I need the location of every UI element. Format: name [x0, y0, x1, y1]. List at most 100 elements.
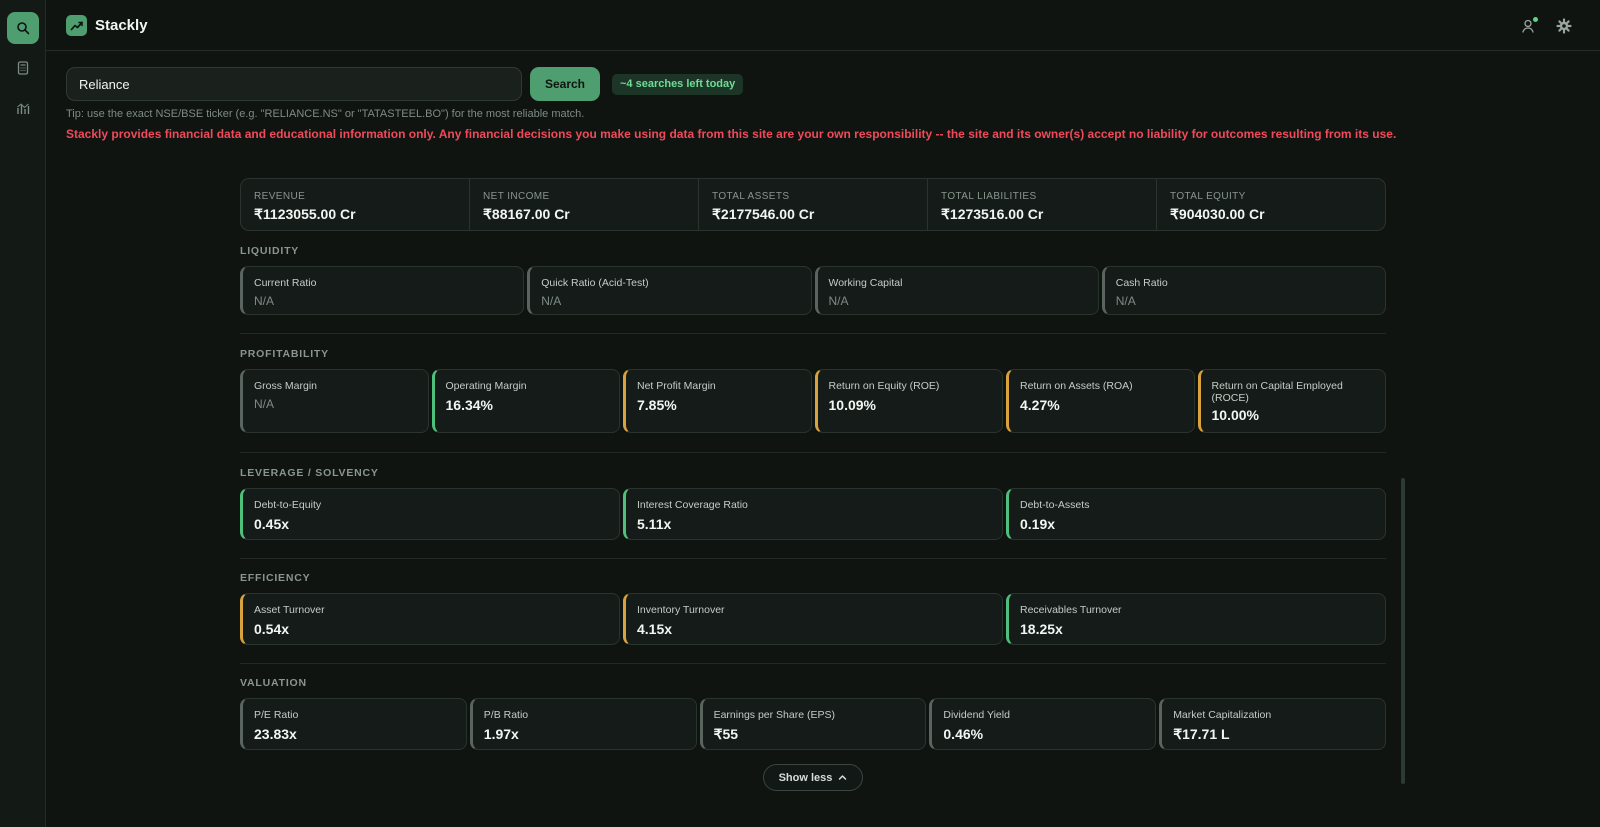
show-less-label: Show less: [778, 771, 833, 784]
summary-total-equity: Total Equity ₹904030.00 Cr: [1157, 179, 1385, 230]
summary-label: Total Equity: [1170, 191, 1246, 202]
metric-card-debt-to-equity: Debt-to-Equity 0.45x: [240, 488, 620, 540]
metric-value: 4.15x: [637, 621, 673, 637]
summary-label: Revenue: [254, 191, 306, 202]
metric-label: Return on Assets (ROA): [1020, 380, 1133, 392]
metric-value: 10.00%: [1211, 407, 1259, 423]
metric-label: Cash Ratio: [1115, 277, 1168, 289]
profitability-cards: Gross Margin N/A Operating Margin 16.34%…: [240, 369, 1386, 433]
section-title-efficiency: Efficiency: [240, 572, 311, 584]
metric-value: 0.45x: [254, 516, 290, 532]
metric-value: N/A: [1115, 294, 1136, 308]
metric-card-receivables-turnover: Receivables Turnover 18.25x: [1006, 593, 1386, 645]
settings-button[interactable]: [1554, 16, 1574, 36]
bar-chart-icon: [17, 103, 30, 114]
user-button[interactable]: [1519, 16, 1539, 36]
search-button[interactable]: Search: [530, 67, 600, 101]
metric-value: 1.97x: [483, 726, 519, 742]
metric-card-working-capital: Working Capital N/A: [814, 266, 1099, 315]
metric-value: N/A: [828, 294, 849, 308]
metric-card-inventory-turnover: Inventory Turnover 4.15x: [623, 593, 1003, 645]
metric-value: 0.46%: [943, 726, 984, 742]
metric-card-roa: Return on Assets (ROA) 4.27%: [1006, 369, 1195, 433]
metric-label: Operating Margin: [445, 380, 527, 392]
metric-value: 18.25x: [1020, 621, 1063, 637]
metric-value: 7.85%: [637, 397, 677, 413]
leverage-cards: Debt-to-Equity 0.45x Interest Coverage R…: [240, 488, 1386, 540]
metric-label: Return on Equity (ROE): [828, 380, 940, 392]
sidebar-item-calculator[interactable]: [7, 52, 39, 84]
search-quota-badge: ~4 searches left today: [612, 74, 744, 95]
scrollbar[interactable]: [1401, 478, 1405, 784]
metric-card-pe-ratio: P/E Ratio 23.83x: [240, 698, 467, 750]
section-divider: [240, 452, 1386, 453]
metric-value: 16.34%: [445, 397, 493, 413]
user-icon: [1522, 19, 1534, 33]
section-title-liquidity: Liquidity: [240, 245, 300, 257]
metric-label: Gross Margin: [254, 380, 318, 392]
topbar: Stackly: [46, 0, 1600, 51]
metric-label: Asset Turnover: [254, 604, 325, 616]
metric-label: Earnings per Share (EPS): [713, 709, 835, 721]
metric-value: 4.27%: [1020, 397, 1060, 413]
section-divider: [240, 663, 1386, 664]
metric-card-pb-ratio: P/B Ratio 1.97x: [469, 698, 697, 750]
metric-card-gross-margin: Gross Margin N/A: [240, 369, 429, 433]
disclaimer: Stackly provides financial data and educ…: [66, 127, 1397, 141]
metric-value: ₹55: [713, 726, 739, 742]
app-name: Stackly: [95, 17, 148, 34]
section-divider: [240, 333, 1386, 334]
search-icon: [17, 22, 30, 35]
summary-revenue: Revenue ₹1123055.00 Cr: [241, 179, 470, 230]
sidebar-item-search[interactable]: [7, 12, 39, 44]
chevron-up-icon: [839, 775, 847, 780]
metric-label: Net Profit Margin: [637, 380, 716, 392]
metric-card-current-ratio: Current Ratio N/A: [240, 266, 525, 315]
show-less-button[interactable]: Show less: [763, 764, 863, 791]
metric-label: Return on Capital Employed (ROCE): [1211, 380, 1343, 404]
metric-value: 5.11x: [637, 516, 672, 532]
metric-label: Working Capital: [828, 277, 903, 289]
liquidity-cards: Current Ratio N/A Quick Ratio (Acid-Test…: [240, 266, 1386, 315]
metric-card-interest-coverage: Interest Coverage Ratio 5.11x: [623, 488, 1003, 540]
metric-value: N/A: [254, 294, 275, 308]
metric-label: Quick Ratio (Acid-Test): [541, 277, 649, 289]
metric-card-dividend-yield: Dividend Yield 0.46%: [929, 698, 1157, 750]
metric-value: 0.54x: [254, 621, 290, 637]
metric-label: Market Capitalization: [1173, 709, 1272, 721]
metric-card-roce: Return on Capital Employed (ROCE) 10.00%: [1197, 369, 1386, 433]
section-title-leverage: Leverage / Solvency: [240, 467, 379, 479]
metric-value: N/A: [541, 294, 562, 308]
calculator-icon: [17, 61, 29, 75]
search-tip: Tip: use the exact NSE/BSE ticker (e.g. …: [66, 108, 585, 120]
notification-dot: [1533, 17, 1538, 22]
gear-icon: [1556, 18, 1572, 34]
metric-label: Receivables Turnover: [1020, 604, 1122, 616]
metric-value: 0.19x: [1020, 516, 1056, 532]
summary-value: ₹904030.00 Cr: [1170, 206, 1265, 222]
metrics-panel: Revenue ₹1123055.00 Cr Net Income ₹88167…: [240, 178, 1386, 750]
metric-card-asset-turnover: Asset Turnover 0.54x: [240, 593, 620, 645]
metric-value: 23.83x: [254, 726, 297, 742]
metric-label: P/E Ratio: [254, 709, 299, 721]
summary-value: ₹2177546.00 Cr: [712, 206, 815, 222]
metric-label: Interest Coverage Ratio: [637, 499, 748, 511]
search-input[interactable]: [66, 67, 522, 101]
metric-card-eps: Earnings per Share (EPS) ₹55: [699, 698, 927, 750]
sidebar-item-charts[interactable]: [7, 92, 39, 124]
metric-card-quick-ratio: Quick Ratio (Acid-Test) N/A: [527, 266, 812, 315]
metric-label: P/B Ratio: [483, 709, 529, 721]
metric-label: Debt-to-Assets: [1020, 499, 1090, 511]
summary-label: Total Assets: [712, 191, 790, 202]
valuation-cards: P/E Ratio 23.83x P/B Ratio 1.97x Earning…: [240, 698, 1386, 750]
metric-label: Inventory Turnover: [637, 604, 725, 616]
brand[interactable]: Stackly: [66, 15, 148, 36]
section-divider: [240, 558, 1386, 559]
metric-label: Current Ratio: [254, 277, 317, 289]
summary-total-assets: Total Assets ₹2177546.00 Cr: [699, 179, 928, 230]
metric-card-cash-ratio: Cash Ratio N/A: [1101, 266, 1386, 315]
summary-value: ₹1273516.00 Cr: [941, 206, 1044, 222]
metric-value: ₹17.71 L: [1173, 726, 1230, 742]
metric-label: Dividend Yield: [943, 709, 1010, 721]
summary-value: ₹88167.00 Cr: [483, 206, 570, 222]
